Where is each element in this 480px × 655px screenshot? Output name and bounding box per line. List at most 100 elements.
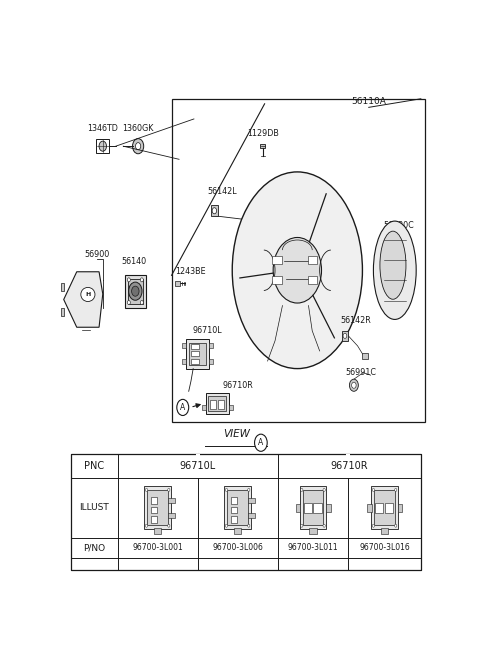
Text: VIEW: VIEW (223, 429, 250, 440)
Circle shape (248, 489, 250, 491)
Bar (196, 455, 200, 477)
Bar (186, 339, 209, 369)
Bar (229, 405, 233, 410)
Circle shape (168, 524, 170, 527)
Circle shape (129, 282, 142, 300)
Bar (211, 204, 218, 215)
Bar (96, 139, 109, 153)
Bar (248, 498, 255, 503)
Bar (385, 503, 393, 513)
Text: 96710L: 96710L (180, 461, 216, 471)
Bar (168, 513, 175, 518)
Ellipse shape (373, 221, 416, 320)
Circle shape (127, 301, 130, 305)
Bar (175, 281, 180, 286)
Bar (125, 275, 145, 308)
Bar (231, 516, 237, 523)
Text: H: H (85, 292, 91, 297)
Circle shape (168, 489, 170, 491)
Bar (192, 352, 199, 356)
Text: 56142L: 56142L (207, 187, 237, 196)
Bar (374, 491, 395, 525)
Circle shape (140, 278, 144, 282)
Circle shape (225, 524, 228, 527)
Text: 96700-3L011: 96700-3L011 (288, 543, 338, 552)
Bar (304, 503, 312, 513)
Text: 96700-3L001: 96700-3L001 (132, 543, 183, 552)
Bar (224, 487, 251, 529)
Bar (371, 487, 398, 529)
Circle shape (323, 524, 325, 527)
Text: A: A (258, 438, 264, 447)
Ellipse shape (380, 231, 406, 299)
Circle shape (372, 489, 374, 491)
Bar (296, 504, 300, 512)
Bar (234, 528, 241, 534)
Bar (273, 276, 282, 284)
Bar (182, 343, 186, 348)
Bar (151, 516, 157, 523)
Circle shape (372, 524, 374, 527)
Bar (128, 279, 143, 303)
Bar (61, 308, 64, 316)
Bar (154, 528, 161, 534)
Text: 96710R: 96710R (223, 381, 254, 390)
Text: A: A (180, 403, 185, 412)
Bar (210, 400, 216, 409)
Text: 1360GK: 1360GK (122, 124, 154, 133)
Text: 56991C: 56991C (346, 368, 377, 377)
Circle shape (323, 489, 325, 491)
Bar (309, 528, 317, 534)
Bar (273, 256, 282, 264)
Circle shape (300, 524, 303, 527)
Text: 1243BE: 1243BE (175, 267, 206, 276)
Bar (260, 144, 265, 148)
Text: ILLUST: ILLUST (80, 503, 109, 512)
Bar (151, 497, 157, 504)
Bar (190, 343, 206, 365)
Circle shape (349, 379, 359, 391)
Bar (206, 393, 229, 414)
Text: 56110A: 56110A (351, 98, 386, 106)
Bar (192, 345, 199, 349)
Ellipse shape (232, 172, 362, 369)
Circle shape (135, 143, 141, 150)
Text: 56130C: 56130C (383, 221, 414, 230)
Bar (342, 331, 348, 341)
Text: 96700-3L016: 96700-3L016 (359, 543, 410, 552)
Bar (326, 504, 331, 512)
Circle shape (352, 383, 356, 388)
Circle shape (132, 139, 144, 154)
Bar (398, 504, 402, 512)
Bar (381, 528, 388, 534)
Circle shape (248, 524, 250, 527)
Circle shape (395, 524, 397, 527)
Circle shape (212, 208, 216, 214)
Text: 1346TD: 1346TD (87, 124, 118, 133)
Circle shape (300, 489, 303, 491)
Bar (248, 513, 255, 518)
Bar (227, 491, 248, 525)
Bar (147, 491, 168, 525)
Ellipse shape (81, 288, 95, 301)
Bar (192, 358, 199, 364)
Circle shape (140, 301, 144, 305)
Text: 96710L: 96710L (193, 326, 222, 335)
Bar (300, 487, 326, 529)
Bar (209, 358, 213, 364)
Bar (71, 455, 421, 571)
Bar (362, 353, 368, 359)
Bar (208, 396, 226, 411)
Circle shape (145, 524, 148, 527)
Bar (172, 99, 424, 422)
Circle shape (132, 286, 139, 296)
Bar (347, 455, 350, 477)
Text: 1129DB: 1129DB (247, 129, 279, 138)
Circle shape (99, 141, 107, 151)
Bar (151, 507, 157, 514)
Text: 56900: 56900 (84, 250, 109, 259)
Text: 96710R: 96710R (330, 461, 368, 471)
Text: 96700-3L006: 96700-3L006 (212, 543, 263, 552)
Bar (308, 256, 317, 264)
Polygon shape (64, 272, 103, 328)
